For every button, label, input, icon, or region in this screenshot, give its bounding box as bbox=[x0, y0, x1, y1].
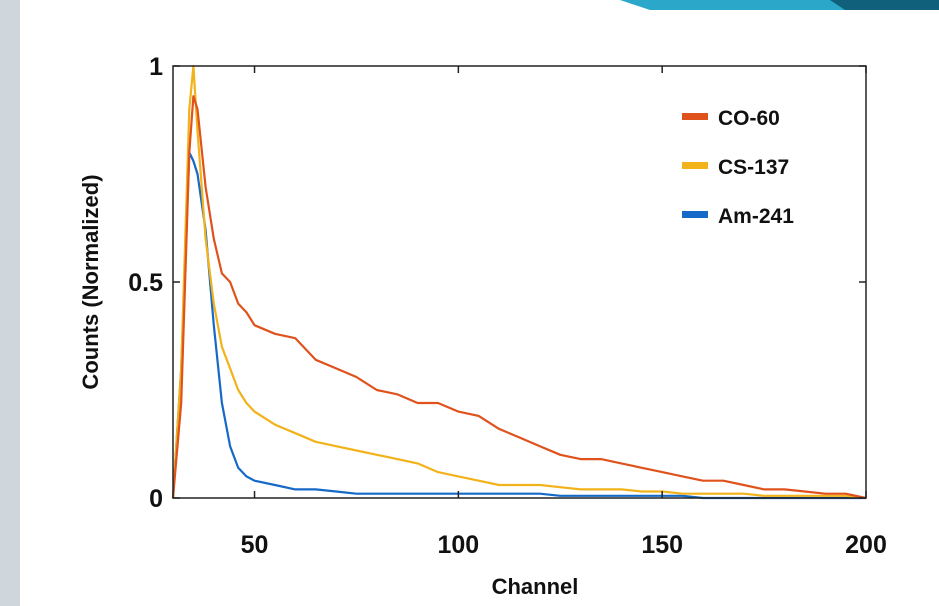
y-tick-label-1: 0.5 bbox=[128, 269, 163, 297]
legend-swatch-2 bbox=[682, 211, 708, 218]
series-line-0 bbox=[171, 95, 867, 500]
slide-left-border bbox=[0, 0, 20, 606]
x-tick-label-2: 150 bbox=[641, 531, 683, 559]
x-axis-title: Channel bbox=[492, 574, 579, 599]
legend-label-1: CS-137 bbox=[718, 156, 789, 179]
x-tick-label-3: 200 bbox=[845, 531, 887, 559]
legend-swatch-0 bbox=[682, 113, 708, 120]
slide-top-decoration-dark bbox=[830, 0, 939, 10]
x-tick-label-1: 100 bbox=[437, 531, 479, 559]
ticks-layer: 50 100 150 200 0 0.5 1 bbox=[128, 53, 887, 559]
series-line-1 bbox=[171, 64, 867, 500]
x-tick-label-0: 50 bbox=[241, 531, 269, 559]
y-tick-label-2: 1 bbox=[149, 53, 163, 81]
legend-swatch-1 bbox=[682, 162, 708, 169]
y-axis-title: Counts (Normalized) bbox=[78, 174, 103, 389]
y-tick-label-0: 0 bbox=[149, 485, 163, 513]
legend-label-0: CO-60 bbox=[718, 107, 780, 130]
legend: CO-60 CS-137 Am-241 bbox=[682, 107, 794, 228]
plot-frame bbox=[172, 65, 867, 499]
legend-label-2: Am-241 bbox=[718, 205, 794, 228]
series-layer bbox=[171, 64, 867, 500]
